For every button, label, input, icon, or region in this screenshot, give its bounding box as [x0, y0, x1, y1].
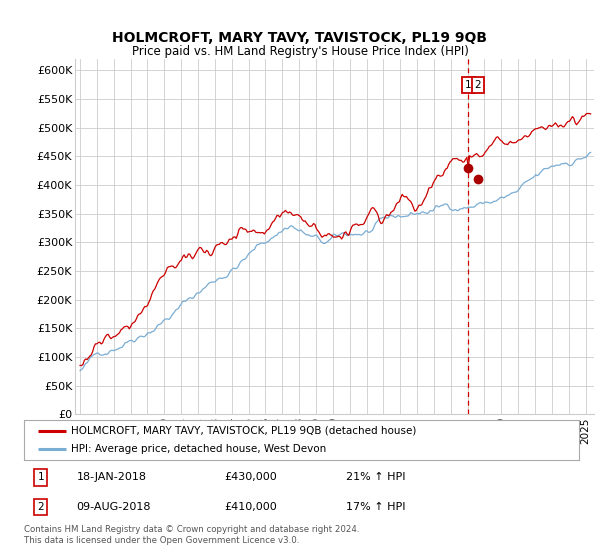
- Text: 17% ↑ HPI: 17% ↑ HPI: [346, 502, 406, 512]
- Text: HPI: Average price, detached house, West Devon: HPI: Average price, detached house, West…: [71, 445, 326, 454]
- Text: 1: 1: [465, 80, 472, 90]
- Text: Contains HM Land Registry data © Crown copyright and database right 2024.
This d: Contains HM Land Registry data © Crown c…: [24, 525, 359, 545]
- Text: 2: 2: [475, 80, 481, 90]
- Text: 18-JAN-2018: 18-JAN-2018: [77, 473, 147, 482]
- Text: 21% ↑ HPI: 21% ↑ HPI: [346, 473, 406, 482]
- Text: HOLMCROFT, MARY TAVY, TAVISTOCK, PL19 9QB (detached house): HOLMCROFT, MARY TAVY, TAVISTOCK, PL19 9Q…: [71, 426, 416, 436]
- Text: Price paid vs. HM Land Registry's House Price Index (HPI): Price paid vs. HM Land Registry's House …: [131, 45, 469, 58]
- Text: HOLMCROFT, MARY TAVY, TAVISTOCK, PL19 9QB: HOLMCROFT, MARY TAVY, TAVISTOCK, PL19 9Q…: [113, 31, 487, 45]
- Text: 2: 2: [37, 502, 44, 512]
- Text: 1: 1: [37, 473, 44, 482]
- Text: 09-AUG-2018: 09-AUG-2018: [77, 502, 151, 512]
- Text: £430,000: £430,000: [224, 473, 277, 482]
- Text: £410,000: £410,000: [224, 502, 277, 512]
